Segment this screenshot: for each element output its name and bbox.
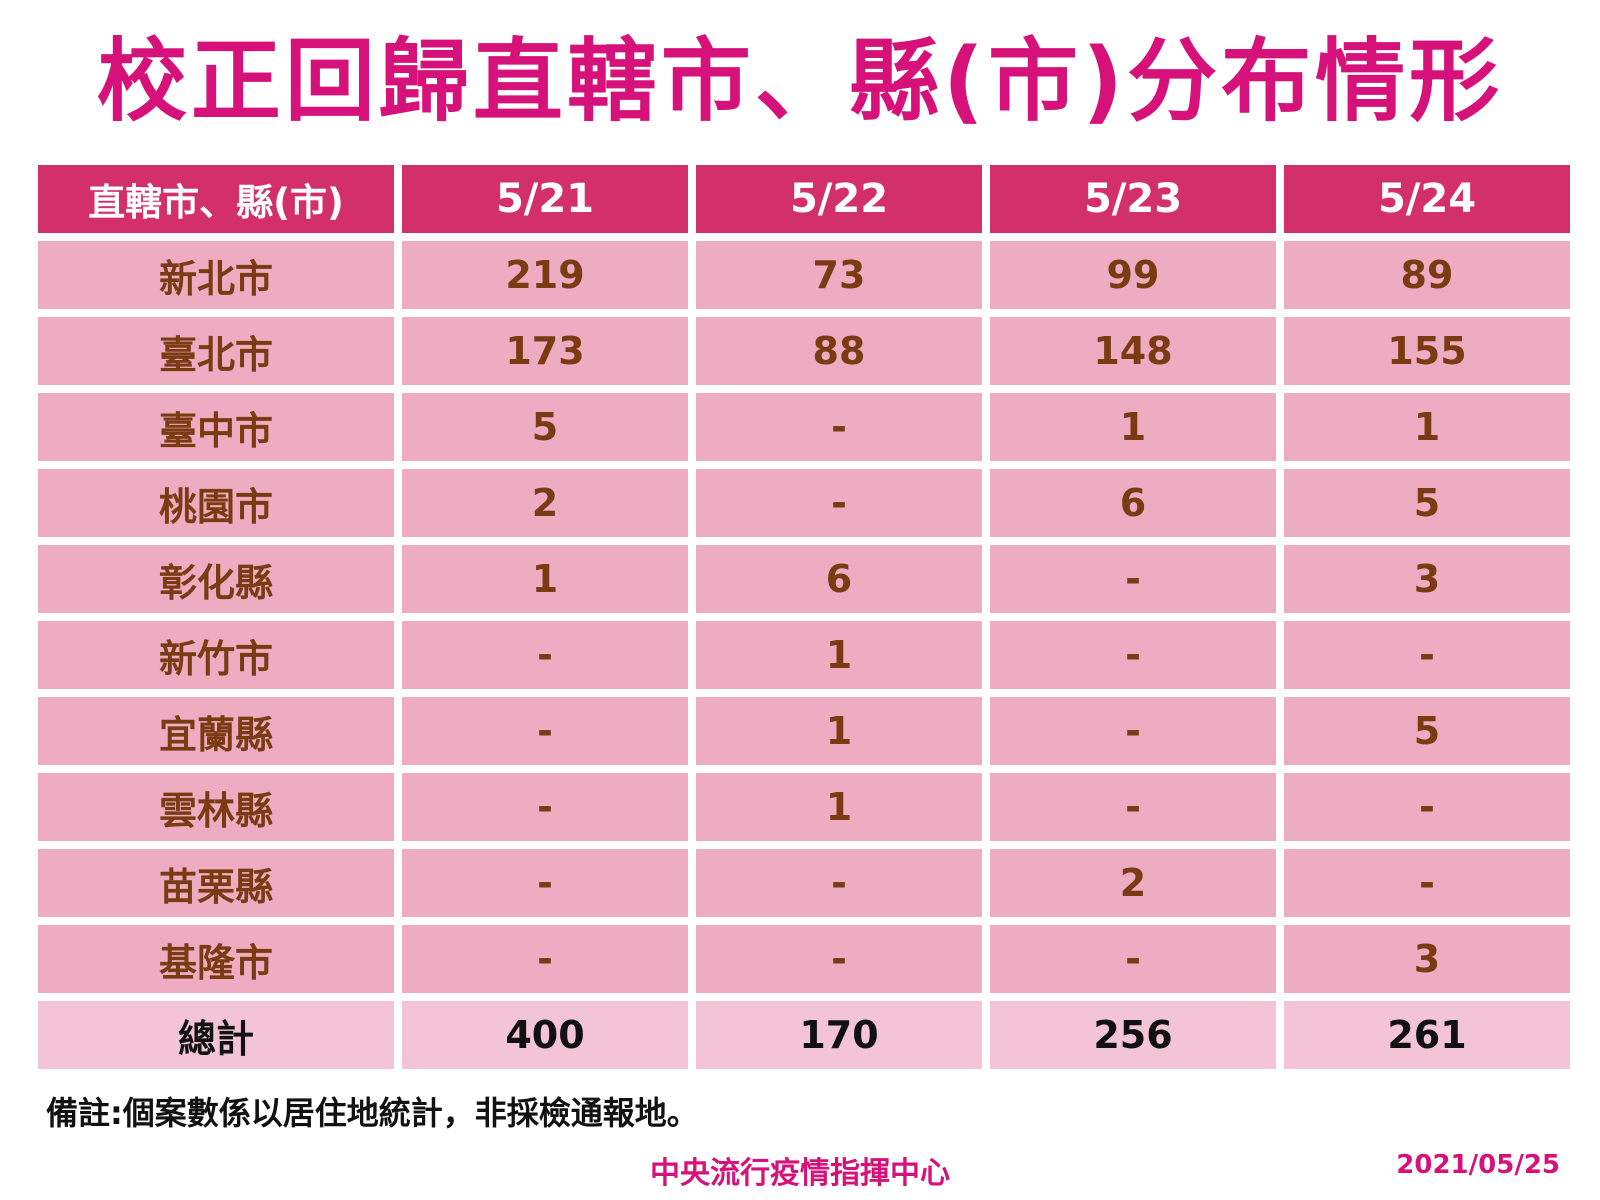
value-cell: 1 bbox=[990, 393, 1276, 461]
total-value-cell: 400 bbox=[402, 1001, 688, 1069]
value-cell: 89 bbox=[1284, 241, 1570, 309]
value-cell: 2 bbox=[402, 469, 688, 537]
value-cell: - bbox=[990, 545, 1276, 613]
total-value-cell: 170 bbox=[696, 1001, 982, 1069]
value-cell: 6 bbox=[990, 469, 1276, 537]
region-cell: 彰化縣 bbox=[38, 545, 394, 613]
value-cell: - bbox=[696, 849, 982, 917]
value-cell: 1 bbox=[696, 773, 982, 841]
footnote: 備註:個案數係以居住地統計，非採檢通報地。 bbox=[46, 1094, 699, 1132]
region-cell: 新北市 bbox=[38, 241, 394, 309]
region-cell: 新竹市 bbox=[38, 621, 394, 689]
value-cell: 173 bbox=[402, 317, 688, 385]
value-cell: - bbox=[696, 925, 982, 993]
value-cell: 219 bbox=[402, 241, 688, 309]
value-cell: 88 bbox=[696, 317, 982, 385]
value-cell: - bbox=[696, 469, 982, 537]
header-cell-date: 5/23 bbox=[990, 165, 1276, 233]
region-cell: 臺北市 bbox=[38, 317, 394, 385]
header-cell-date: 5/22 bbox=[696, 165, 982, 233]
header-cell-date: 5/24 bbox=[1284, 165, 1570, 233]
region-cell: 苗栗縣 bbox=[38, 849, 394, 917]
value-cell: 99 bbox=[990, 241, 1276, 309]
value-cell: 1 bbox=[402, 545, 688, 613]
value-cell: 73 bbox=[696, 241, 982, 309]
value-cell: - bbox=[990, 621, 1276, 689]
value-cell: 6 bbox=[696, 545, 982, 613]
value-cell: - bbox=[402, 621, 688, 689]
region-cell: 雲林縣 bbox=[38, 773, 394, 841]
value-cell: 148 bbox=[990, 317, 1276, 385]
header-cell-region: 直轄市、縣(市) bbox=[38, 165, 394, 233]
region-cell: 臺中市 bbox=[38, 393, 394, 461]
value-cell: - bbox=[1284, 621, 1570, 689]
region-cell: 宜蘭縣 bbox=[38, 697, 394, 765]
value-cell: - bbox=[402, 925, 688, 993]
value-cell: - bbox=[402, 849, 688, 917]
value-cell: 5 bbox=[402, 393, 688, 461]
value-cell: - bbox=[402, 773, 688, 841]
value-cell: 3 bbox=[1284, 545, 1570, 613]
value-cell: 1 bbox=[1284, 393, 1570, 461]
value-cell: 5 bbox=[1284, 469, 1570, 537]
value-cell: 1 bbox=[696, 621, 982, 689]
organization-name: 中央流行疫情指揮中心 bbox=[650, 1156, 950, 1191]
value-cell: - bbox=[1284, 849, 1570, 917]
page-title: 校正回歸直轄市、縣(市)分布情形 bbox=[96, 29, 1504, 134]
value-cell: 2 bbox=[990, 849, 1276, 917]
total-label-cell: 總計 bbox=[38, 1001, 394, 1069]
value-cell: - bbox=[696, 393, 982, 461]
value-cell: - bbox=[990, 773, 1276, 841]
value-cell: 1 bbox=[696, 697, 982, 765]
total-value-cell: 256 bbox=[990, 1001, 1276, 1069]
value-cell: 155 bbox=[1284, 317, 1570, 385]
value-cell: - bbox=[402, 697, 688, 765]
value-cell: 5 bbox=[1284, 697, 1570, 765]
value-cell: - bbox=[1284, 773, 1570, 841]
publish-date: 2021/05/25 bbox=[1396, 1150, 1560, 1180]
header-cell-date: 5/21 bbox=[402, 165, 688, 233]
total-value-cell: 261 bbox=[1284, 1001, 1570, 1069]
region-cell: 桃園市 bbox=[38, 469, 394, 537]
value-cell: 3 bbox=[1284, 925, 1570, 993]
value-cell: - bbox=[990, 697, 1276, 765]
distribution-table: 直轄市、縣(市) 5/21 5/22 5/23 5/24 新北市 219 73 … bbox=[38, 165, 1570, 1069]
region-cell: 基隆市 bbox=[38, 925, 394, 993]
value-cell: - bbox=[990, 925, 1276, 993]
